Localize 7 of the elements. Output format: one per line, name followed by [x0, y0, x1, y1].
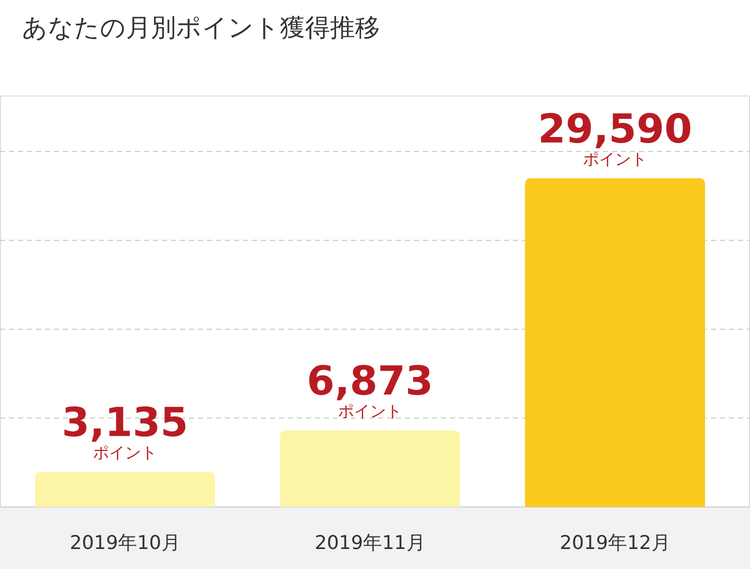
- chart-title: あなたの月別ポイント獲得推移: [22, 13, 380, 42]
- x-tick-label: 2019年12月: [560, 532, 670, 554]
- x-tick-label: 2019年11月: [314, 532, 426, 554]
- x-tick-label: 2019年10月: [70, 532, 180, 554]
- data-label: 29,590 ポイント: [538, 106, 692, 168]
- data-label: 6,873 ポイント: [306, 358, 434, 421]
- data-label: 3,135 ポイント: [62, 400, 188, 462]
